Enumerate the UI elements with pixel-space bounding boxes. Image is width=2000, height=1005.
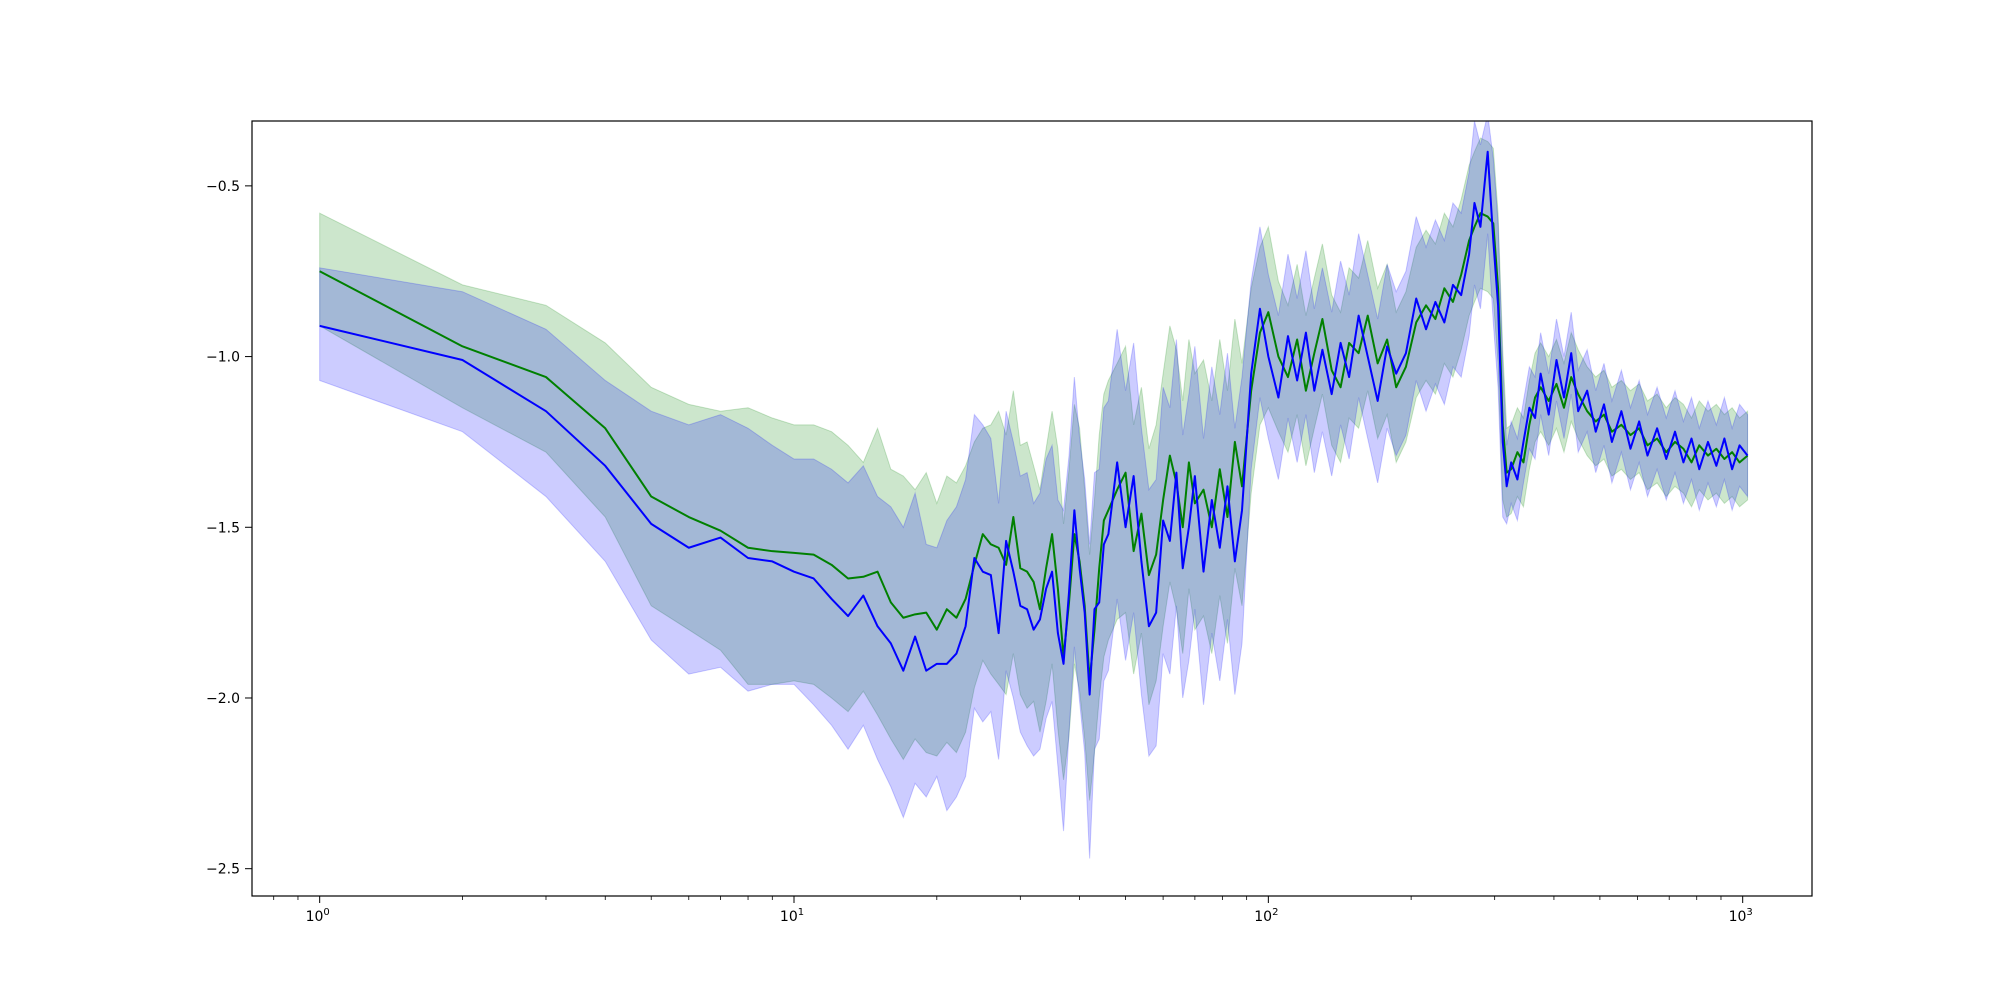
series-1-band xyxy=(319,137,1749,801)
x-tick-label: 102 xyxy=(1254,907,1278,925)
y-tick-label: −0.5 xyxy=(206,179,240,195)
x-tick-label: 103 xyxy=(1729,907,1753,925)
y-tick-label: −1.5 xyxy=(206,520,240,536)
y-tick-label: −2.0 xyxy=(206,691,240,707)
y-axis: −0.5 −1.0 −1.5 −2.0 −2.5 xyxy=(206,179,252,878)
x-tick-label: 101 xyxy=(780,907,804,925)
confidence-bands xyxy=(319,121,1749,859)
y-tick-label: −1.0 xyxy=(206,350,240,366)
y-tick-label: −2.5 xyxy=(206,862,240,878)
series-2-line xyxy=(319,150,1749,696)
x-axis: 100 101 102 103 xyxy=(273,896,1753,925)
plot-frame xyxy=(251,120,1813,897)
series-lines xyxy=(319,150,1749,696)
series-1-line xyxy=(319,212,1749,682)
x-tick-label: 100 xyxy=(306,907,330,925)
series-2-band xyxy=(319,121,1749,859)
